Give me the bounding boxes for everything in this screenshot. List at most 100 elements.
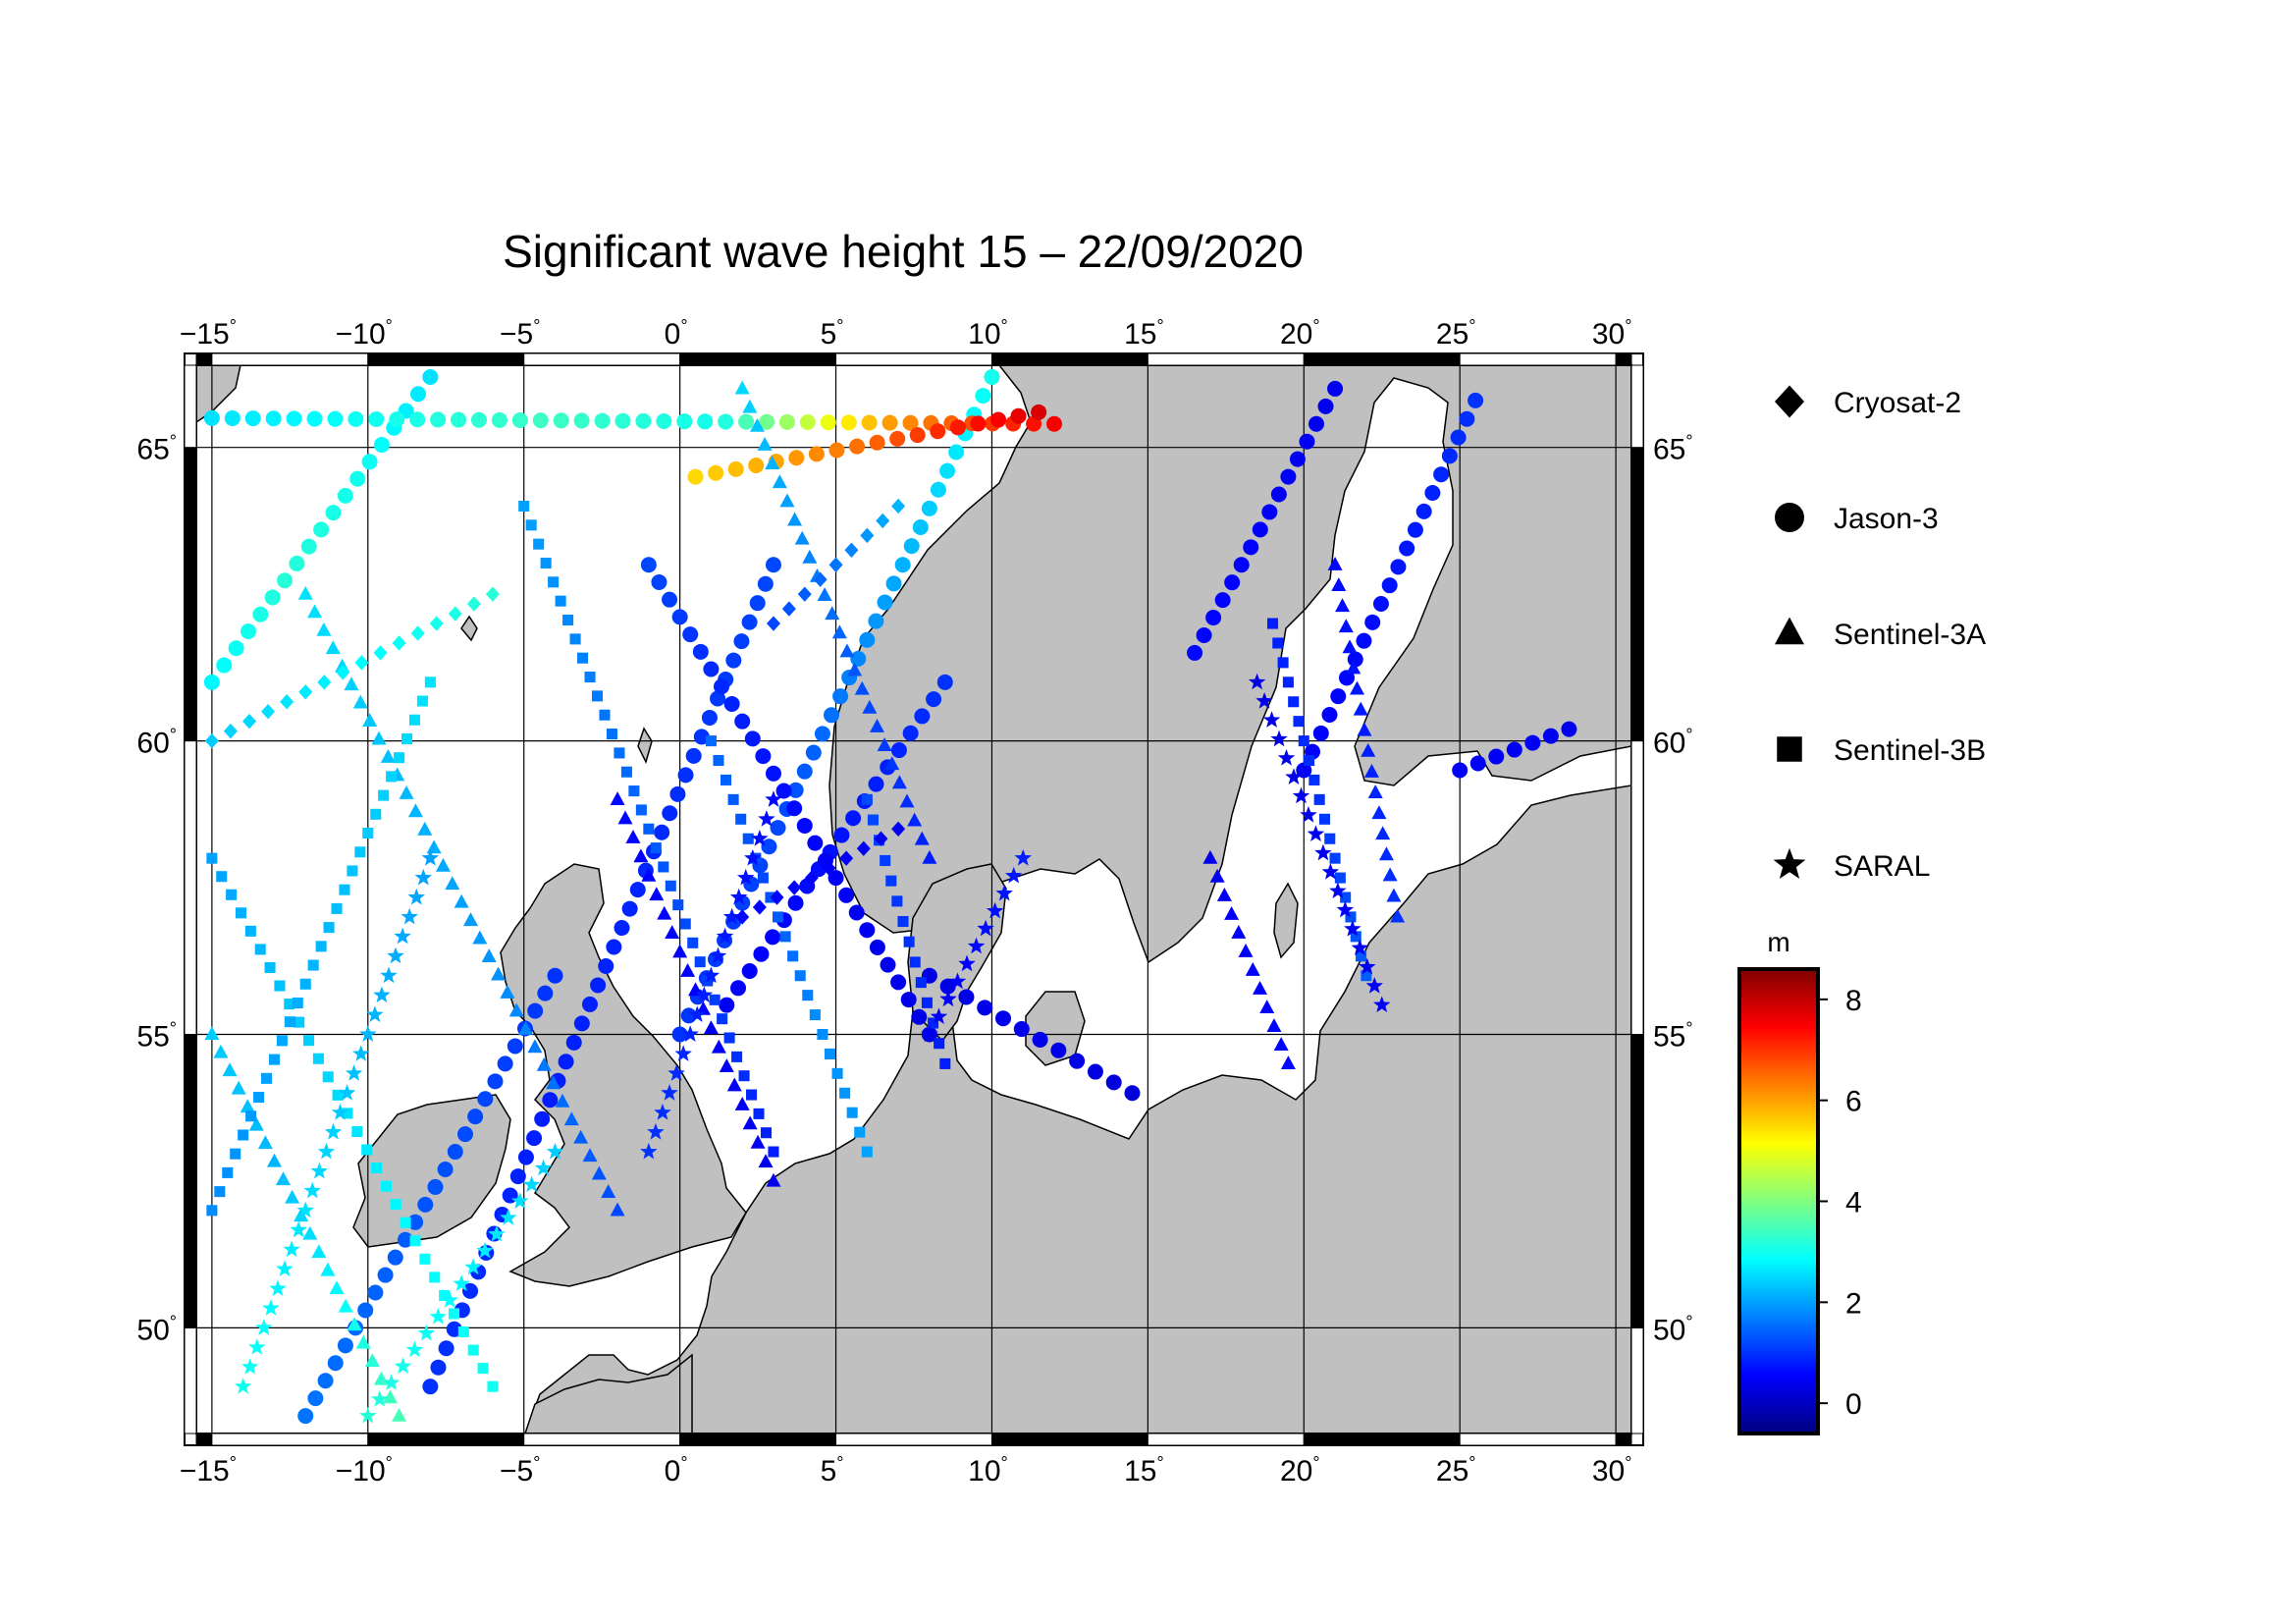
- data-point-circle: [890, 974, 907, 991]
- data-point-circle: [537, 985, 554, 1001]
- data-point-diamond: [844, 542, 859, 559]
- data-point-square: [332, 1089, 344, 1101]
- data-point-square: [794, 970, 806, 982]
- data-point-triangle: [1346, 660, 1362, 675]
- data-point-square: [467, 1344, 479, 1356]
- colorbar-tick-label: 0: [1845, 1388, 1862, 1421]
- colorbar-tick-label: 2: [1845, 1287, 1862, 1320]
- data-point-circle: [357, 1302, 374, 1319]
- data-point-triangle: [869, 718, 884, 732]
- data-point-triangle: [380, 749, 396, 763]
- data-point-triangle: [472, 930, 488, 945]
- data-point-square: [569, 633, 581, 645]
- data-point-square: [757, 872, 769, 884]
- data-point-circle: [738, 413, 755, 430]
- data-point-circle: [497, 1055, 513, 1072]
- data-point-circle: [1296, 762, 1312, 779]
- frame-segment: [1303, 352, 1461, 366]
- data-point-triangle: [355, 1334, 371, 1349]
- frame-segment: [835, 352, 992, 366]
- data-point-triangle: [680, 962, 696, 977]
- data-point-triangle: [772, 474, 787, 489]
- data-point-star: [688, 1005, 707, 1023]
- data-point-circle: [885, 575, 902, 592]
- data-point-square: [206, 852, 218, 864]
- data-point-star: [351, 1045, 370, 1061]
- lon-tick-label-bottom: 15°: [1124, 1453, 1164, 1488]
- data-point-star: [1359, 957, 1376, 975]
- data-point-triangle: [665, 925, 680, 939]
- data-point-square: [371, 1163, 383, 1174]
- data-point-square: [448, 1308, 460, 1320]
- data-point-triangle: [765, 456, 780, 470]
- data-point-star: [921, 1025, 938, 1042]
- data-point-diamond: [354, 655, 369, 671]
- series-cryosat-2: [204, 498, 906, 925]
- data-point-circle: [765, 765, 781, 782]
- data-point-star: [510, 1192, 529, 1209]
- colorbar-unit: m: [1767, 927, 1789, 957]
- data-point-circle: [725, 652, 742, 669]
- data-point-circle: [799, 414, 816, 431]
- data-point-square: [222, 1166, 234, 1178]
- data-point-triangle: [392, 1407, 407, 1422]
- data-point-circle: [1506, 741, 1522, 758]
- data-point-diamond: [298, 684, 313, 700]
- data-point-circle: [511, 411, 528, 428]
- frame-segment: [835, 1433, 992, 1446]
- land-faroe: [460, 615, 478, 642]
- data-point-circle: [1415, 503, 1432, 519]
- data-point-square: [457, 1325, 469, 1338]
- data-point-square: [809, 1009, 821, 1021]
- data-point-circle: [787, 894, 804, 911]
- data-point-circle: [824, 707, 840, 724]
- data-point-circle: [456, 1126, 473, 1143]
- data-point-square: [839, 1087, 851, 1099]
- data-point-triangle: [1224, 905, 1240, 920]
- data-point-circle: [265, 410, 282, 427]
- data-point-triangle: [719, 1058, 734, 1072]
- data-point-triangle: [1335, 598, 1351, 613]
- data-point-square: [1288, 696, 1300, 708]
- data-point-circle: [868, 776, 884, 792]
- data-point-square: [635, 804, 647, 816]
- data-point-circle: [921, 500, 937, 516]
- data-point-diamond: [242, 713, 257, 730]
- data-point-triangle: [555, 1093, 570, 1108]
- data-point-triangle: [536, 1056, 552, 1071]
- data-point-circle: [347, 410, 364, 427]
- data-point-circle: [635, 412, 652, 429]
- data-point-circle: [491, 411, 507, 428]
- data-point-circle: [1069, 1053, 1086, 1069]
- data-point-square: [401, 732, 413, 744]
- lon-tick-label-bottom: 10°: [968, 1453, 1008, 1488]
- data-point-square: [1266, 618, 1279, 629]
- data-point-circle: [877, 594, 893, 611]
- data-point-circle: [430, 411, 447, 428]
- lon-tick-label-top: 25°: [1436, 316, 1476, 351]
- data-point-circle: [671, 1026, 688, 1043]
- data-point-square: [419, 1253, 431, 1265]
- data-point-star: [674, 1045, 692, 1061]
- series-jason-3: [203, 368, 1577, 1425]
- data-point-star: [464, 1258, 482, 1275]
- data-point-star: [1248, 673, 1266, 690]
- frame-segment: [1459, 1433, 1617, 1446]
- data-point-square: [903, 936, 915, 947]
- data-point-circle: [881, 414, 898, 431]
- data-point-triangle: [750, 1134, 766, 1149]
- data-point-circle: [462, 1282, 479, 1299]
- data-point-square: [705, 735, 717, 747]
- data-point-circle: [598, 957, 614, 974]
- data-point-circle: [470, 411, 487, 428]
- data-point-star: [939, 990, 957, 1007]
- data-point-diamond: [410, 625, 425, 641]
- data-point-square: [284, 999, 295, 1010]
- data-point-star: [414, 868, 433, 886]
- data-point-triangle: [1338, 619, 1354, 633]
- data-point-square: [238, 1129, 249, 1141]
- data-point-star: [373, 986, 391, 1003]
- frame-segment: [367, 1433, 525, 1446]
- data-point-circle: [741, 962, 758, 979]
- data-point-circle: [527, 1002, 544, 1019]
